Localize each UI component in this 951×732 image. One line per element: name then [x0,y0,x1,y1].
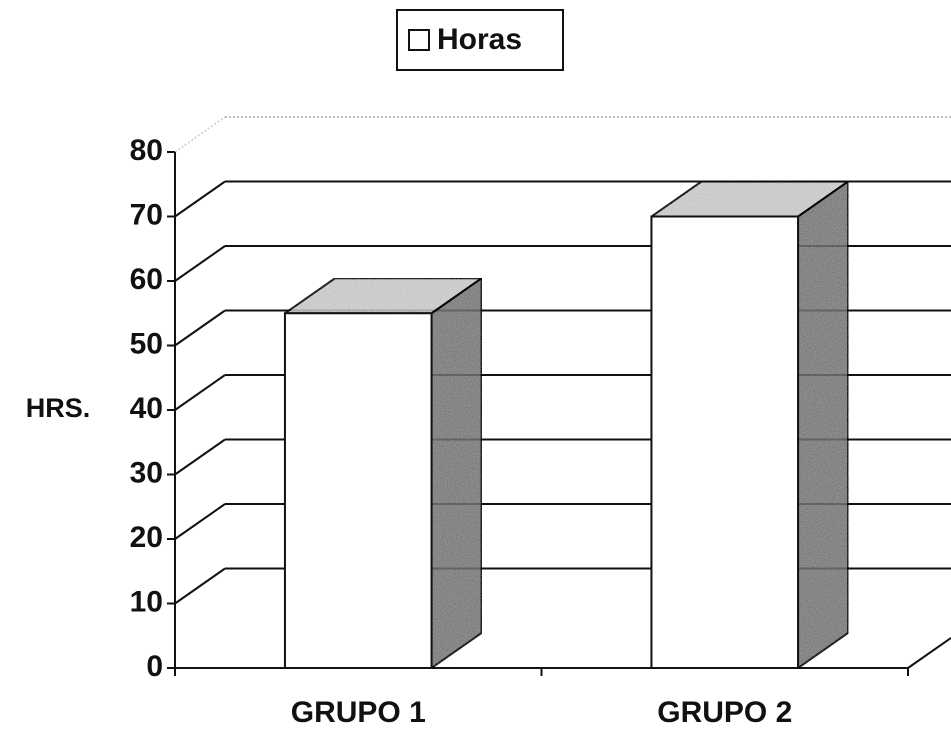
floor-edge [907,637,951,669]
y-tick-label: 20 [130,521,163,554]
bar-side [797,179,850,670]
y-tick-label: 10 [130,585,163,618]
grid-line [174,567,226,605]
grid-line [174,245,226,282]
y-tick-label: 70 [130,198,163,231]
x-tick-label: GRUPO 1 [291,696,426,729]
y-tick-label: 80 [130,134,163,167]
bar [650,215,800,669]
legend-label: Horas [437,23,522,56]
legend: Horas [396,9,564,71]
grid-line [174,180,226,218]
y-tick-label: 50 [130,327,163,360]
wall-edge [174,116,226,153]
grid-line [174,438,226,476]
grid-line [174,309,226,347]
bar [283,312,433,669]
y-axis-label: HRS. [26,393,91,423]
y-tick-label: 30 [130,456,163,489]
grid-line [174,503,226,540]
x-tick-label: GRUPO 2 [657,696,792,729]
legend-swatch [408,29,430,51]
y-tick-label: 60 [130,263,163,296]
y-tick-label: 0 [146,650,163,683]
bar-side [430,276,483,670]
y-tick-label: 40 [130,392,163,425]
grid-line [174,374,226,411]
